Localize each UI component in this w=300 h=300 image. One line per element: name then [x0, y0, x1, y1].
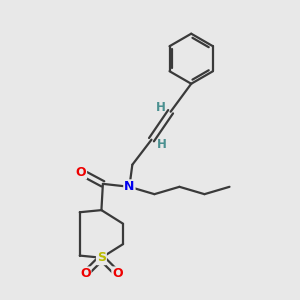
- Text: N: N: [124, 180, 135, 193]
- Text: O: O: [80, 267, 91, 280]
- Text: O: O: [76, 166, 86, 178]
- Text: S: S: [97, 251, 106, 264]
- Text: H: H: [156, 101, 166, 114]
- Text: O: O: [112, 267, 123, 280]
- Text: H: H: [157, 139, 167, 152]
